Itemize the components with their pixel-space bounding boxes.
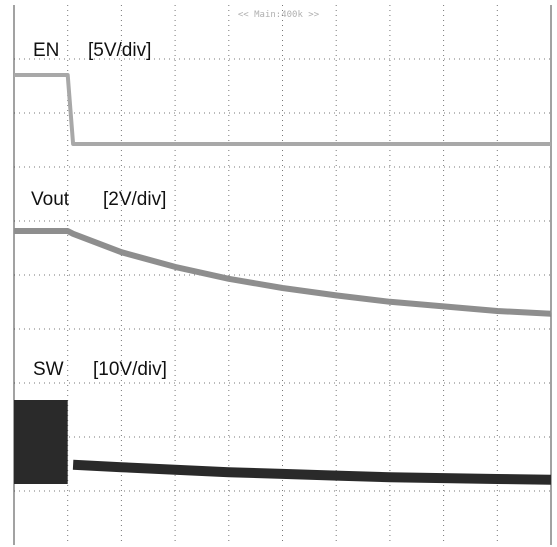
en-channel-scale: [5V/div] bbox=[88, 40, 151, 62]
sw-switching-burst bbox=[14, 400, 68, 484]
vout-channel-scale: [2V/div] bbox=[103, 189, 166, 211]
sw-channel-scale: [10V/div] bbox=[93, 359, 167, 381]
sw-channel-name: SW bbox=[33, 359, 64, 381]
traces bbox=[14, 75, 551, 484]
en-channel-name: EN bbox=[33, 40, 59, 62]
vout-trace bbox=[14, 231, 551, 314]
vout-channel-name: Vout bbox=[31, 189, 69, 211]
sw-trace bbox=[73, 465, 551, 480]
